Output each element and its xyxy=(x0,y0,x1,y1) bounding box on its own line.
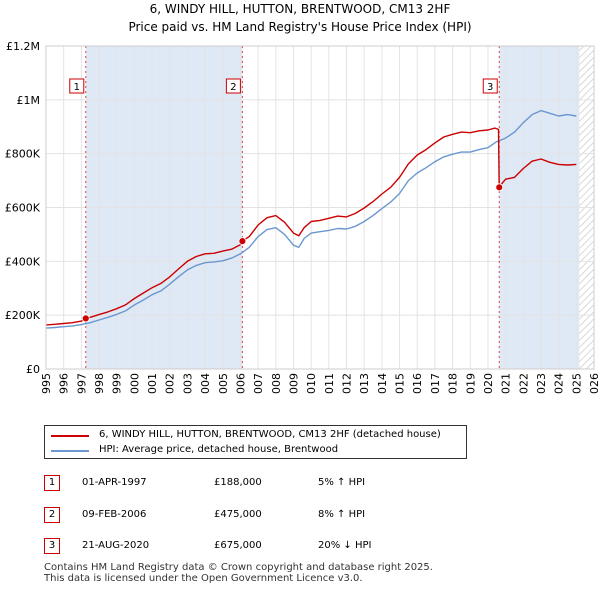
sale-price: £675,000 xyxy=(214,540,262,551)
x-tick-label: 2020 xyxy=(482,373,495,395)
y-tick-label: £1M xyxy=(17,94,41,107)
sale-label-box xyxy=(482,78,498,94)
x-tick-label: 2006 xyxy=(234,373,247,395)
x-tick-label: 2022 xyxy=(517,373,530,395)
legend-label-property: 6, WINDY HILL, HUTTON, BRENTWOOD, CM13 2… xyxy=(99,429,441,440)
y-tick-label: £0 xyxy=(26,363,40,376)
price-chart: 1 2 3 £0 £200K £400K £600K £800K £1M £1.2M 1995 199… xyxy=(5,40,600,395)
x-tick-label: 2017 xyxy=(429,373,442,395)
footer-licence: This data is licensed under the Open Gov… xyxy=(44,573,363,584)
sale-price: £188,000 xyxy=(214,477,262,488)
x-tick-label: 2026 xyxy=(588,373,600,395)
sale-point xyxy=(81,314,90,323)
x-tick-label: 2013 xyxy=(358,373,371,395)
y-tick-label: £1.2M xyxy=(6,40,40,53)
sale-date: 01-APR-1997 xyxy=(82,477,147,488)
sale-label-text: 1 xyxy=(74,82,80,93)
x-tick-label: 2016 xyxy=(411,373,424,395)
y-tick-label: £400K xyxy=(5,255,41,268)
sale-point xyxy=(238,237,247,246)
sale-date: 09-FEB-2006 xyxy=(82,509,147,520)
x-tick-label: 2011 xyxy=(323,373,336,395)
x-tick-label: 2025 xyxy=(570,373,583,395)
sale-price: £475,000 xyxy=(214,509,262,520)
x-tick-label: 2000 xyxy=(128,373,141,395)
y-tick-label: £200K xyxy=(5,309,41,322)
x-tick-label: 2002 xyxy=(164,373,177,395)
sale-number-badge: 2 xyxy=(44,507,60,523)
x-tick-label: 1998 xyxy=(93,373,106,395)
chart-subtitle: Price paid vs. HM Land Registry's House … xyxy=(128,20,472,34)
sale-hpi-diff: 20% ↓ HPI xyxy=(318,540,372,551)
x-tick-label: 1999 xyxy=(111,373,124,395)
x-tick-label: 2003 xyxy=(181,373,194,395)
x-tick-label: 2015 xyxy=(394,373,407,395)
sale-point xyxy=(495,183,504,192)
sale-date: 21-AUG-2020 xyxy=(82,540,150,551)
plot-border xyxy=(45,45,595,370)
x-tick-label: 2012 xyxy=(341,373,354,395)
x-tick-label: 1996 xyxy=(58,373,71,395)
sale-number-badge: 1 xyxy=(44,475,60,491)
legend-swatch-hpi xyxy=(51,450,89,452)
x-tick-label: 2023 xyxy=(535,373,548,395)
x-tick-label: 1997 xyxy=(75,373,88,395)
footer: Contains HM Land Registry data © Crown c… xyxy=(44,562,433,584)
x-tick-label: 2014 xyxy=(376,373,389,395)
x-tick-label: 2021 xyxy=(500,373,513,395)
x-tick-label: 2024 xyxy=(553,373,566,395)
legend: 6, WINDY HILL, HUTTON, BRENTWOOD, CM13 2… xyxy=(44,425,467,459)
sale-label-box xyxy=(69,78,85,94)
x-tick-label: 2005 xyxy=(217,373,230,395)
x-tick-label: 2010 xyxy=(305,373,318,395)
x-tick-label: 2008 xyxy=(270,373,283,395)
x-tick-label: 2009 xyxy=(287,373,300,395)
property-price-line xyxy=(45,127,577,326)
x-tick-label: 2004 xyxy=(199,373,212,395)
sale-number-badge: 3 xyxy=(44,538,60,554)
sale-hpi-diff: 5% ↑ HPI xyxy=(318,477,366,488)
sale-label-text: 3 xyxy=(487,82,493,93)
legend-label-hpi: HPI: Average price, detached house, Bren… xyxy=(99,444,339,455)
legend-swatch-property xyxy=(51,435,89,437)
sale-label-text: 2 xyxy=(230,82,236,93)
y-tick-label: £600K xyxy=(5,202,41,215)
hpi-line xyxy=(45,109,577,329)
footer-copyright: Contains HM Land Registry data © Crown c… xyxy=(44,562,433,573)
x-tick-label: 2019 xyxy=(464,373,477,395)
x-tick-label: 2001 xyxy=(146,373,159,395)
x-tick-label: 2007 xyxy=(252,373,265,395)
sale-hpi-diff: 8% ↑ HPI xyxy=(318,509,366,520)
sale-label-box xyxy=(225,78,241,94)
x-tick-label: 2018 xyxy=(447,373,460,395)
chart-title: 6, WINDY HILL, HUTTON, BRENTWOOD, CM13 2… xyxy=(149,2,451,16)
y-tick-label: £800K xyxy=(5,148,41,161)
x-tick-label: 1995 xyxy=(40,373,53,395)
